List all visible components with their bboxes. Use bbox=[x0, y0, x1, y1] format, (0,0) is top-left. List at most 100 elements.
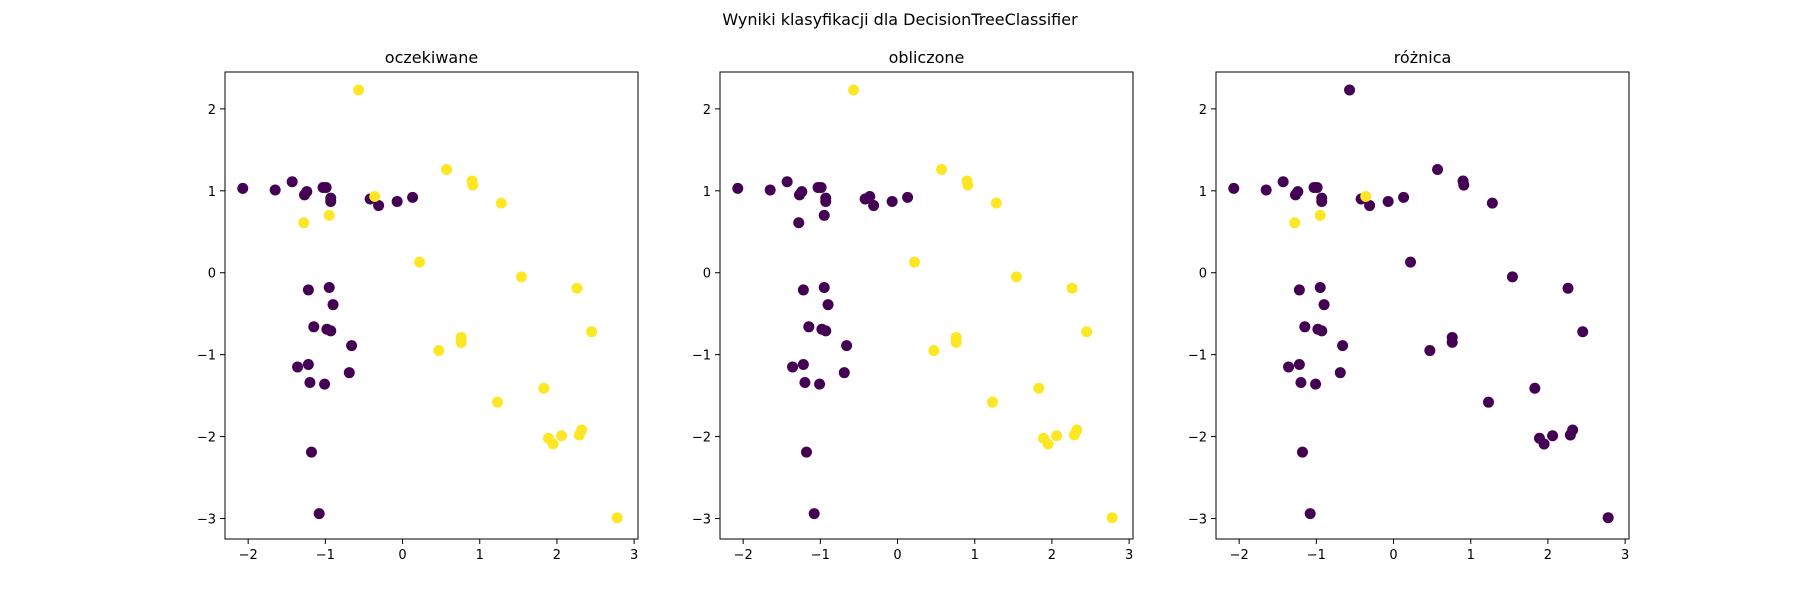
point-class-0 bbox=[1260, 184, 1272, 196]
y-tick-label: 0 bbox=[1199, 267, 1207, 282]
y-tick-label: −3 bbox=[692, 513, 711, 528]
point-class-1 bbox=[1071, 424, 1083, 436]
point-class-1 bbox=[1081, 326, 1093, 338]
point-class-0 bbox=[868, 200, 880, 212]
point-class-0 bbox=[308, 321, 320, 333]
point-class-0 bbox=[796, 186, 808, 198]
x-tick-label: 3 bbox=[1125, 548, 1133, 563]
point-class-1 bbox=[298, 217, 310, 229]
axes-frame bbox=[1215, 71, 1630, 540]
point-class-1 bbox=[433, 345, 445, 357]
point-class-0 bbox=[820, 195, 832, 207]
y-tick-label: 1 bbox=[703, 185, 711, 200]
point-class-0 bbox=[286, 176, 298, 188]
point-class-0 bbox=[1304, 508, 1316, 520]
point-class-1 bbox=[1042, 438, 1054, 450]
point-class-0 bbox=[1364, 200, 1376, 212]
point-class-0 bbox=[302, 358, 314, 370]
point-class-1 bbox=[1066, 282, 1078, 294]
x-tick-label: 3 bbox=[630, 548, 638, 563]
point-class-1 bbox=[576, 424, 588, 436]
x-tick-label: −1 bbox=[1307, 548, 1326, 563]
point-class-1 bbox=[928, 345, 940, 357]
x-tick-label: −2 bbox=[239, 548, 258, 563]
y-tick-label: −1 bbox=[1188, 349, 1207, 364]
point-class-0 bbox=[1446, 336, 1458, 348]
point-class-0 bbox=[343, 367, 355, 379]
point-class-0 bbox=[1293, 358, 1305, 370]
point-class-0 bbox=[838, 367, 850, 379]
point-class-1 bbox=[586, 326, 598, 338]
scatter-panel-computed: obliczone −2 −1 0 1 2 3 −3 −2 −1 0 1 2 bbox=[692, 48, 1134, 563]
point-class-0 bbox=[886, 195, 898, 207]
point-class-1 bbox=[1289, 217, 1301, 229]
point-class-0 bbox=[841, 340, 853, 352]
point-class-0 bbox=[1577, 326, 1589, 338]
point-class-0 bbox=[1293, 284, 1305, 296]
point-class-0 bbox=[305, 446, 317, 458]
point-class-0 bbox=[327, 299, 339, 311]
y-tick-label: 1 bbox=[1199, 185, 1207, 200]
point-class-1 bbox=[936, 164, 948, 175]
point-class-0 bbox=[815, 182, 827, 194]
scatter-panel-expected: oczekiwane −2 −1 0 1 2 3 −3 −2 −1 0 1 2 bbox=[197, 48, 639, 563]
point-class-0 bbox=[1310, 378, 1322, 390]
y-tick-label: −1 bbox=[197, 349, 216, 364]
point-class-0 bbox=[1311, 182, 1323, 194]
point-class-0 bbox=[820, 325, 832, 337]
point-class-0 bbox=[1344, 84, 1356, 96]
point-class-0 bbox=[292, 361, 304, 373]
y-tick-label: −2 bbox=[1188, 431, 1207, 446]
point-class-0 bbox=[1405, 256, 1417, 268]
point-class-1 bbox=[323, 209, 335, 221]
point-class-1 bbox=[950, 336, 962, 348]
point-class-0 bbox=[346, 340, 358, 352]
point-class-1 bbox=[515, 271, 527, 283]
point-class-1 bbox=[1360, 191, 1372, 203]
point-class-0 bbox=[1296, 446, 1308, 458]
point-class-0 bbox=[320, 182, 332, 194]
point-class-0 bbox=[1228, 182, 1240, 194]
point-class-0 bbox=[818, 209, 830, 221]
x-tick-label: 3 bbox=[1621, 548, 1629, 563]
x-tick-label: −1 bbox=[316, 548, 335, 563]
y-tick-label: −2 bbox=[692, 431, 711, 446]
point-class-1 bbox=[369, 191, 381, 203]
scatter-panel-difference: różnica −2 −1 0 1 2 3 −3 −2 −1 0 1 2 bbox=[1188, 48, 1630, 563]
point-class-0 bbox=[793, 217, 805, 229]
x-tick-label: 0 bbox=[893, 548, 901, 563]
y-tick-label: −1 bbox=[692, 349, 711, 364]
point-class-1 bbox=[848, 84, 860, 96]
point-class-0 bbox=[1398, 191, 1410, 203]
point-class-0 bbox=[1506, 271, 1518, 283]
point-class-0 bbox=[1547, 430, 1559, 442]
point-class-0 bbox=[1486, 197, 1498, 209]
point-class-0 bbox=[822, 299, 834, 311]
point-class-1 bbox=[1106, 512, 1118, 524]
point-class-0 bbox=[1458, 179, 1470, 191]
point-class-0 bbox=[1562, 282, 1574, 294]
point-class-1 bbox=[1033, 382, 1045, 394]
point-class-1 bbox=[987, 396, 998, 408]
point-class-0 bbox=[325, 195, 337, 207]
point-class-0 bbox=[764, 184, 776, 196]
point-class-0 bbox=[325, 325, 337, 337]
point-class-0 bbox=[1529, 382, 1541, 394]
point-class-0 bbox=[1316, 195, 1328, 207]
subplot-title: obliczone bbox=[889, 48, 965, 67]
y-tick-label: 2 bbox=[208, 103, 216, 118]
point-class-0 bbox=[1602, 512, 1614, 524]
x-tick-label: −1 bbox=[811, 548, 830, 563]
y-tick-label: 0 bbox=[703, 267, 711, 282]
point-class-1 bbox=[492, 396, 503, 408]
point-class-0 bbox=[1337, 340, 1349, 352]
point-class-1 bbox=[538, 382, 550, 394]
point-class-0 bbox=[313, 508, 325, 520]
point-class-0 bbox=[787, 361, 799, 373]
point-class-1 bbox=[455, 336, 467, 348]
point-class-1 bbox=[1314, 209, 1326, 221]
point-class-1 bbox=[353, 84, 365, 96]
points-group bbox=[237, 84, 623, 524]
point-class-0 bbox=[800, 446, 812, 458]
